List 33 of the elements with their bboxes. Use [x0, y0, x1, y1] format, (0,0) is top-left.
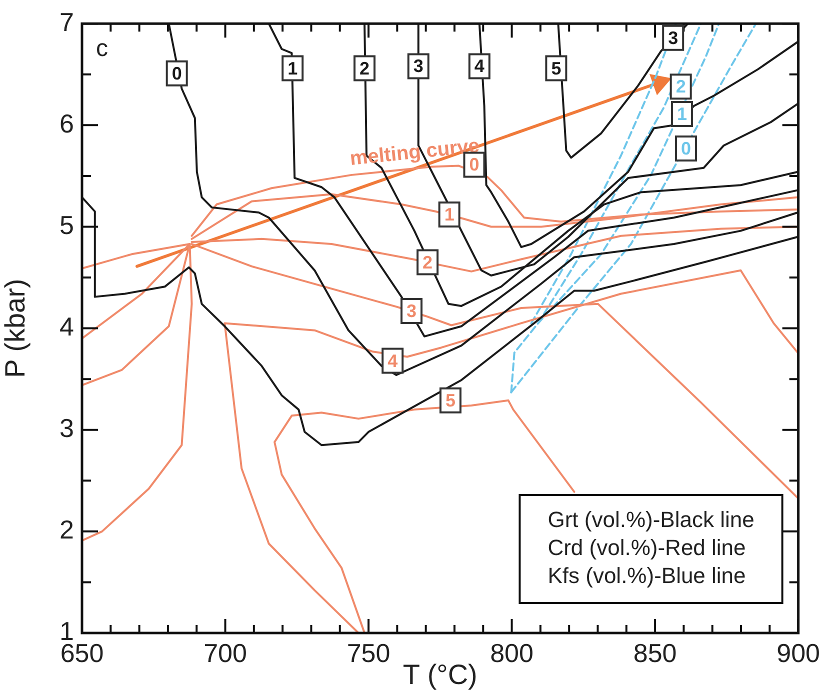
- annotation: 4: [474, 56, 484, 76]
- annotation: Crd (vol.%)-Red line: [548, 535, 746, 560]
- y-tick-label: 4: [60, 311, 74, 342]
- y-tick-label: 3: [60, 413, 74, 444]
- annotation: 5: [551, 58, 562, 78]
- annotation: 4: [388, 350, 398, 371]
- annotation: 0: [172, 63, 182, 84]
- x-axis-title: T (°C): [402, 658, 478, 690]
- x-tick-label: 800: [490, 638, 534, 668]
- annotation: 1: [676, 104, 687, 124]
- annotation: 3: [406, 301, 417, 321]
- annotation: 1: [288, 58, 298, 78]
- annotation: 0: [469, 154, 480, 175]
- annotation: 2: [676, 76, 686, 97]
- x-tick-label: 900: [776, 638, 820, 668]
- annotation: 5: [445, 390, 456, 410]
- x-tick-label: 750: [346, 638, 390, 668]
- annotation: 1: [444, 204, 454, 225]
- annotation: 3: [668, 28, 678, 48]
- annotation: Grt (vol.%)-Black line: [548, 507, 754, 532]
- y-tick-label: 2: [60, 514, 74, 545]
- annotation: 2: [422, 252, 433, 272]
- x-tick-label: 850: [633, 638, 677, 668]
- annotation: 3: [413, 56, 424, 76]
- y-axis-title: P (kbar): [0, 278, 31, 378]
- y-tick-label: 7: [60, 6, 74, 37]
- annotation: 2: [360, 58, 370, 78]
- annotation: 0: [680, 138, 691, 158]
- annotation: c: [96, 35, 108, 62]
- y-tick-label: 6: [60, 108, 74, 138]
- annotation: Kfs (vol.%)-Blue line: [548, 563, 746, 588]
- y-tick-label: 5: [60, 210, 74, 240]
- x-tick-label: 700: [204, 638, 247, 668]
